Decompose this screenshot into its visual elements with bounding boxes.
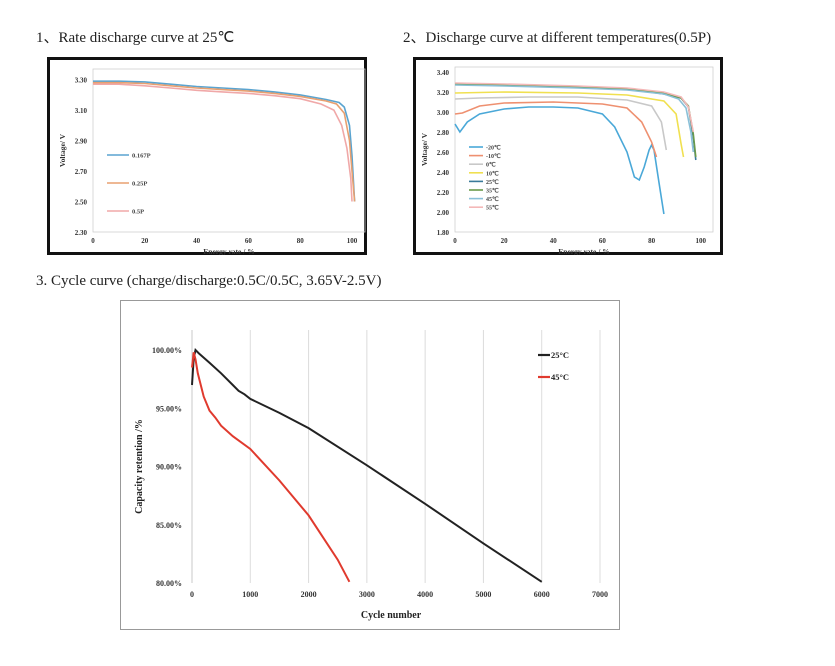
- legend-label: 0.167P: [132, 153, 151, 160]
- temperature-discharge-chart: 1.80 2.00 2.20 2.40 2.60 2.80 3.00 3.20 3.40 0 20 4…: [413, 57, 723, 255]
- rate-discharge-chart: 2.30 2.50 2.70 2.90 3.10 3.30 0 20 40 60 80 100 Ener…: [47, 57, 367, 255]
- y-tick-label: 90.00%: [156, 463, 182, 472]
- x-tick-label: 40: [550, 237, 558, 245]
- x-tick-label: 60: [245, 237, 253, 245]
- y-tick-label: 3.30: [75, 77, 88, 85]
- legend-label: 10℃: [486, 170, 499, 177]
- temperature-discharge-heading: 2、Discharge curve at different temperatu…: [403, 30, 712, 46]
- y-tick-label: 3.20: [437, 89, 450, 97]
- x-tick-label: 2000: [301, 590, 317, 599]
- x-tick-label: 60: [599, 237, 607, 245]
- legend-label: 0℃: [486, 162, 496, 169]
- y-tick-label: 80.00%: [156, 579, 182, 588]
- series-line: [454, 101, 658, 158]
- y-axis-label: Voltage/ V: [420, 132, 429, 166]
- y-tick-label: 2.60: [437, 149, 450, 157]
- x-tick-label: 1000: [242, 590, 258, 599]
- y-tick-label: 2.30: [75, 229, 88, 237]
- y-tick-label: 3.40: [437, 69, 450, 77]
- x-tick-label: 3000: [359, 590, 375, 599]
- series-line: [93, 80, 356, 202]
- x-tick-label: 7000: [592, 590, 608, 599]
- plot-area: [454, 66, 714, 233]
- legend-label: 0.5P: [132, 209, 144, 216]
- x-tick-label: 6000: [534, 590, 550, 599]
- x-tick-label: 0: [453, 237, 457, 245]
- y-tick-label: 2.00: [437, 209, 450, 217]
- series-line: [93, 83, 353, 202]
- series-line: [454, 96, 668, 151]
- x-tick-label: 4000: [417, 590, 433, 599]
- x-tick-label: 20: [141, 237, 149, 245]
- cycle-curve-heading: 3. Cycle curve (charge/discharge:0.5C/0.…: [36, 273, 382, 289]
- x-tick-label: 20: [501, 237, 509, 245]
- chart-frame: [120, 300, 620, 630]
- plot-area: [92, 68, 366, 233]
- x-tick-label: 80: [648, 237, 656, 245]
- x-tick-label: 0: [190, 590, 194, 599]
- series-line: [191, 352, 351, 583]
- x-tick-label: 80: [297, 237, 305, 245]
- series-line: [191, 348, 543, 583]
- y-tick-label: 2.90: [75, 138, 88, 146]
- rate-discharge-heading: 1、Rate discharge curve at 25℃: [36, 30, 235, 46]
- series-line: [454, 84, 695, 153]
- y-tick-label: 2.20: [437, 189, 450, 197]
- y-axis-label: Capacity retention /%: [134, 419, 145, 514]
- series-line: [93, 81, 356, 202]
- series-line: [454, 106, 665, 215]
- legend-label: 0.25P: [132, 181, 147, 188]
- x-tick-label: 0: [91, 237, 95, 245]
- y-tick-label: 2.70: [75, 168, 88, 176]
- y-tick-label: 1.80: [437, 229, 450, 237]
- x-tick-label: 100: [347, 237, 358, 245]
- legend-label: -20℃: [486, 145, 501, 152]
- x-tick-label: 40: [193, 237, 201, 245]
- x-axis-label: Energy rate / %: [203, 247, 254, 255]
- x-tick-label: 100: [695, 237, 706, 245]
- y-tick-label: 2.40: [437, 169, 450, 177]
- x-tick-label: 5000: [475, 590, 491, 599]
- y-tick-label: 3.00: [437, 109, 450, 117]
- x-axis-label: Cycle number: [361, 610, 422, 621]
- legend-label: 55℃: [486, 205, 499, 212]
- x-axis-label: Energy rate / %: [558, 247, 609, 255]
- cycle-curve-chart: 80.00% 85.00% 90.00% 95.00% 100.00% 0 1000 2000…: [120, 300, 620, 630]
- y-tick-label: 85.00%: [156, 521, 182, 530]
- y-tick-label: 2.80: [437, 129, 450, 137]
- y-tick-label: 95.00%: [156, 404, 182, 413]
- legend-label: 45℃: [486, 196, 499, 203]
- chart-frame: [413, 57, 723, 255]
- y-tick-label: 2.50: [75, 199, 88, 207]
- legend-label: -10℃: [486, 153, 501, 160]
- legend-label: 25℃: [486, 179, 499, 186]
- y-tick-label: 3.10: [75, 107, 88, 115]
- legend-label: 35℃: [486, 188, 499, 195]
- y-tick-label: 100.00%: [152, 346, 182, 355]
- series-line: [454, 82, 695, 133]
- legend-label: 45°C: [551, 372, 569, 382]
- series-line: [454, 91, 685, 158]
- y-axis-label: Voltage/ V: [58, 133, 67, 167]
- legend-label: 25°C: [551, 350, 569, 360]
